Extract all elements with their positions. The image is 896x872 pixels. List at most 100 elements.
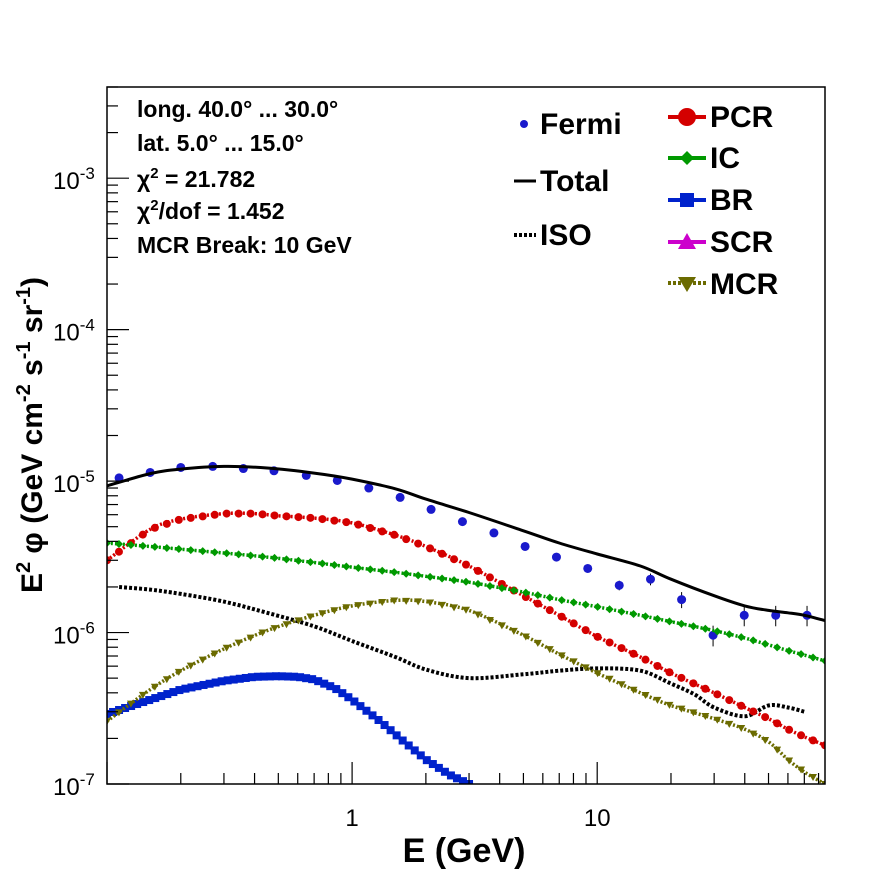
mcr-marker — [545, 646, 554, 654]
y-tick-label: 10-6 — [53, 619, 95, 650]
br-marker — [428, 760, 437, 769]
x-axis-label: E (GeV) — [403, 832, 526, 870]
legend-fermi-marker — [520, 120, 528, 128]
fermi-point — [739, 610, 749, 620]
br-marker — [271, 672, 280, 681]
mcr-marker — [294, 617, 303, 625]
pcr-marker — [797, 731, 806, 740]
ic-marker — [797, 650, 806, 659]
pcr-marker — [725, 696, 734, 705]
y-tick-label: 10-5 — [53, 467, 95, 498]
ic-marker — [258, 552, 267, 561]
ic-marker — [450, 576, 459, 585]
mcr-marker — [749, 730, 758, 738]
ic-marker — [701, 624, 710, 633]
pcr-marker — [306, 513, 315, 522]
br-marker — [446, 771, 455, 780]
mcr-marker — [126, 700, 135, 708]
br-marker — [368, 711, 377, 720]
mcr-marker — [617, 681, 626, 689]
fermi-point — [551, 552, 561, 562]
x-tick-label: 1 — [345, 805, 358, 832]
pcr-marker — [605, 638, 614, 647]
mcr-marker — [629, 686, 638, 694]
mcr-marker — [150, 683, 159, 691]
br-marker — [459, 777, 468, 784]
fermi-point — [520, 541, 530, 551]
y-tick-label: 10-4 — [53, 316, 95, 347]
tick-labels: 1 10 10-7 10-6 10-5 10-4 10-3 — [53, 164, 611, 832]
pcr-marker — [414, 539, 423, 548]
ic-marker — [749, 636, 758, 645]
pcr-marker — [737, 701, 746, 710]
legend-scr-label: SCR — [710, 226, 774, 259]
annotation-mcr-break: MCR Break: 10 GeV — [137, 232, 352, 258]
br-marker — [133, 700, 142, 709]
br-marker — [332, 685, 341, 694]
mcr-marker — [306, 613, 315, 621]
br-marker — [175, 686, 184, 695]
br-marker — [344, 693, 353, 702]
br-marker — [290, 672, 299, 681]
ic-marker — [126, 540, 135, 549]
ic-marker — [186, 546, 195, 555]
br-marker — [211, 678, 220, 687]
mcr-marker — [533, 639, 542, 647]
mcr-marker — [270, 625, 279, 633]
mcr-marker — [713, 716, 722, 724]
pcr-marker — [330, 516, 339, 525]
mcr-marker — [414, 598, 423, 606]
ic-marker — [282, 555, 291, 564]
ic-marker — [713, 627, 722, 636]
ic-marker — [617, 607, 626, 616]
pcr-marker — [653, 661, 662, 670]
br-marker — [326, 682, 335, 691]
br-marker — [107, 709, 111, 718]
ic-marker — [497, 584, 506, 593]
mcr-marker — [725, 720, 734, 728]
ic-marker — [270, 553, 279, 562]
pcr-marker — [150, 523, 159, 532]
axis-ticks — [106, 86, 820, 785]
br-marker — [362, 706, 371, 715]
fermi-point — [426, 504, 436, 514]
series-layer — [107, 461, 825, 784]
mcr-marker — [677, 705, 686, 713]
mcr-marker — [485, 616, 494, 624]
ic-marker — [581, 600, 590, 609]
mcr-marker — [785, 757, 794, 765]
ic-marker — [689, 622, 698, 631]
pcr-marker — [677, 673, 686, 682]
legend-pcr-label: PCR — [710, 101, 774, 134]
mcr-marker — [210, 650, 219, 658]
mcr-marker — [162, 676, 171, 684]
mcr-marker — [701, 712, 710, 720]
pcr-marker — [270, 511, 279, 520]
mcr-marker — [689, 709, 698, 717]
total-line — [107, 464, 825, 623]
mcr-marker — [390, 597, 399, 605]
mcr-marker — [581, 664, 590, 672]
br-marker — [302, 674, 311, 683]
pcr-marker — [761, 713, 770, 722]
br-marker — [314, 677, 323, 686]
legend-right: PCR IC BR SCR MCR — [668, 101, 779, 301]
ic-marker — [821, 656, 825, 665]
pcr-marker — [114, 547, 123, 556]
mcr-marker — [773, 746, 782, 754]
mcr-marker — [426, 599, 435, 607]
fermi-point — [489, 528, 499, 538]
ic-marker — [378, 566, 387, 575]
pcr-marker — [641, 655, 650, 664]
fermi-point — [646, 574, 656, 584]
pcr-marker — [689, 679, 698, 688]
x-tick-label: 10 — [584, 805, 611, 832]
ic-marker — [677, 619, 686, 628]
fermi-point — [677, 595, 687, 605]
mcr-marker — [222, 644, 231, 652]
br-marker — [169, 688, 178, 697]
ic-marker — [174, 545, 183, 554]
ic-marker — [318, 559, 327, 568]
mcr-marker — [462, 606, 470, 614]
pcr-marker — [138, 530, 147, 539]
